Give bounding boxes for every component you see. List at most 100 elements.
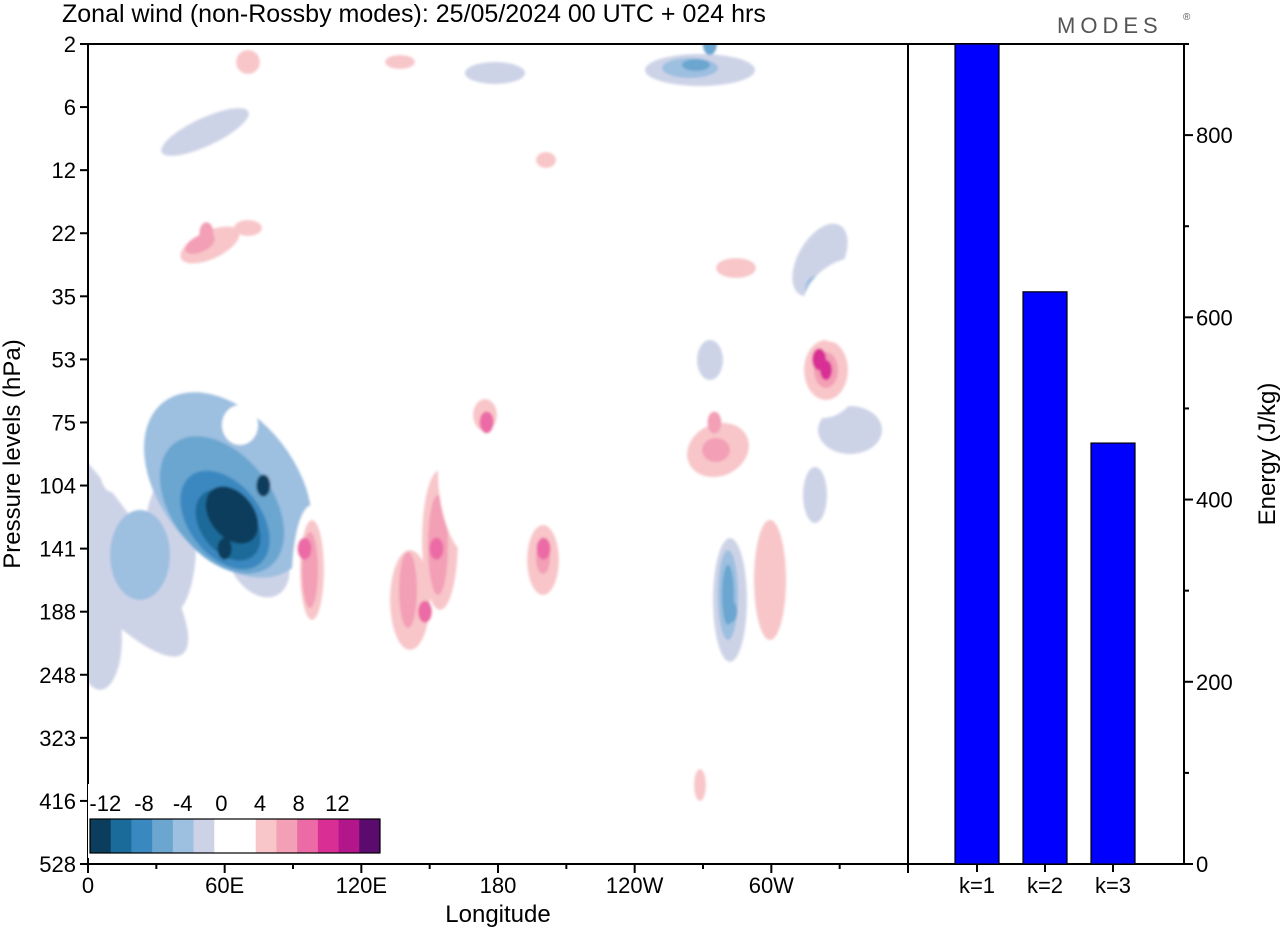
pressure-tick-label: 12 bbox=[52, 158, 76, 183]
positive-contour-43 bbox=[854, 68, 906, 132]
colorbar-swatch bbox=[359, 819, 381, 853]
colorbar-label: 4 bbox=[254, 791, 266, 816]
energy-bar-k=2 bbox=[1022, 291, 1068, 865]
negative-contour-31 bbox=[870, 146, 908, 214]
energy-bar-k=3 bbox=[1090, 442, 1136, 865]
pressure-tick-label: 6 bbox=[64, 95, 76, 120]
field-peak-3 bbox=[418, 600, 433, 623]
negative-contour-0 bbox=[88, 402, 239, 818]
pressure-tick-label: 323 bbox=[39, 726, 76, 751]
pressure-tick-label: 75 bbox=[52, 410, 76, 435]
positive-contour-39 bbox=[674, 710, 726, 810]
colorbar-swatch bbox=[255, 819, 277, 853]
negative-contour-29 bbox=[818, 406, 882, 454]
positive-contour-29 bbox=[760, 530, 780, 610]
energy-bar-k=1 bbox=[954, 43, 1000, 865]
pressure-tick-label: 104 bbox=[39, 474, 76, 499]
positive-contour-10 bbox=[222, 405, 258, 445]
energy-tick-label: 800 bbox=[1196, 123, 1233, 148]
pressure-tick-label: 416 bbox=[39, 789, 76, 814]
negative-contour-35 bbox=[326, 246, 354, 274]
positive-contour-53 bbox=[556, 375, 584, 415]
energy-axis-title: Energy (J/kg) bbox=[1254, 383, 1280, 526]
energy-tick-label: 0 bbox=[1196, 852, 1208, 877]
field-peak-8 bbox=[723, 600, 738, 623]
pressure-axis: 2 6 12 22 35 53 75 104 141 188 248 323 416 528 bbox=[39, 32, 88, 877]
pressure-axis-title: Pressure levels (hPa) bbox=[0, 339, 26, 568]
field-peak-5 bbox=[479, 411, 494, 434]
field-contours bbox=[88, 44, 908, 851]
pressure-tick-label: 141 bbox=[39, 537, 76, 562]
positive-contour-49 bbox=[488, 754, 512, 786]
pressure-tick-label: 248 bbox=[39, 663, 76, 688]
negative-contour-33 bbox=[484, 257, 516, 293]
colorbar-swatch bbox=[172, 819, 195, 853]
positive-contour-46 bbox=[418, 100, 442, 120]
negative-contour-28 bbox=[697, 340, 723, 380]
pressure-tick-label: 53 bbox=[52, 347, 76, 372]
colorbar-swatch bbox=[235, 819, 257, 853]
colorbar-swatch bbox=[214, 819, 236, 853]
positive-contour-17 bbox=[399, 552, 417, 628]
negative-contour-30 bbox=[803, 467, 827, 523]
mode-tick-label: k=3 bbox=[1095, 873, 1131, 898]
positive-contour-47 bbox=[648, 764, 672, 836]
positive-contour-40 bbox=[694, 769, 706, 801]
positive-contour-3 bbox=[234, 220, 262, 236]
colorbar-swatch bbox=[90, 819, 112, 853]
positive-contour-11 bbox=[100, 448, 124, 492]
longitude-tick-label: 0 bbox=[82, 873, 94, 898]
positive-contour-51 bbox=[102, 84, 138, 116]
longitude-tick-label: 120W bbox=[606, 873, 664, 898]
negative-contour-12 bbox=[205, 486, 259, 544]
colorbar-swatch bbox=[297, 819, 319, 853]
positive-contour-0 bbox=[181, 203, 319, 277]
negative-contour-4 bbox=[88, 590, 122, 690]
colorbar-swatch bbox=[131, 819, 153, 853]
colorbar-label: 12 bbox=[325, 791, 349, 816]
colorbar-label: -8 bbox=[134, 791, 154, 816]
negative-contour-17 bbox=[465, 62, 525, 84]
negative-contour-32 bbox=[452, 128, 488, 152]
longitude-axis: 0 60E 120E 180 120W 60W bbox=[82, 864, 909, 898]
negative-contour-20 bbox=[88, 142, 135, 178]
positive-contour-20 bbox=[438, 380, 518, 560]
negative-contour-36 bbox=[557, 770, 573, 810]
colorbar-swatch bbox=[152, 819, 174, 853]
pressure-tick-label: 35 bbox=[52, 284, 76, 309]
energy-tick-label: 600 bbox=[1196, 305, 1233, 330]
positive-contour-54 bbox=[280, 690, 320, 810]
positive-contour-4 bbox=[278, 73, 322, 97]
field-peak-7 bbox=[707, 411, 722, 434]
pressure-tick-label: 528 bbox=[39, 852, 76, 877]
longitude-tick-label: 120E bbox=[336, 873, 387, 898]
positive-contour-44 bbox=[501, 276, 579, 334]
negative-contour-13 bbox=[110, 510, 170, 600]
logo-registered-mark: ® bbox=[1183, 12, 1191, 23]
positive-contour-34 bbox=[802, 257, 898, 343]
positive-contour-36 bbox=[716, 258, 756, 278]
mode-tick-label: k=1 bbox=[959, 873, 995, 898]
energy-axis: 0 200 400 600 800 bbox=[1184, 43, 1233, 877]
negative-contour-38 bbox=[885, 650, 905, 710]
longitude-axis-title: Longitude bbox=[445, 901, 550, 928]
colorbar-label: 8 bbox=[293, 791, 305, 816]
longitude-tick-label: 180 bbox=[480, 873, 517, 898]
mode-axis: k=1 k=2 k=3 bbox=[959, 864, 1131, 898]
positive-contour-42 bbox=[340, 148, 380, 172]
colorbar-swatch bbox=[276, 819, 298, 853]
colorbar-swatch bbox=[110, 819, 132, 853]
field-peak-9 bbox=[812, 348, 827, 371]
colorbar-label: 0 bbox=[215, 791, 227, 816]
negative-contour-37 bbox=[787, 780, 803, 820]
longitude-tick-label: 60W bbox=[749, 873, 794, 898]
pressure-tick-label: 22 bbox=[52, 221, 76, 246]
mode-tick-label: k=2 bbox=[1027, 873, 1063, 898]
negative-contour-27 bbox=[733, 303, 807, 357]
field-peak-4 bbox=[429, 537, 444, 560]
positive-contour-41 bbox=[564, 416, 616, 444]
positive-contour-27 bbox=[702, 438, 730, 462]
colorbar-swatch bbox=[317, 819, 340, 853]
colorbar-swatch bbox=[193, 819, 215, 853]
colorbar-label: -12 bbox=[89, 791, 121, 816]
